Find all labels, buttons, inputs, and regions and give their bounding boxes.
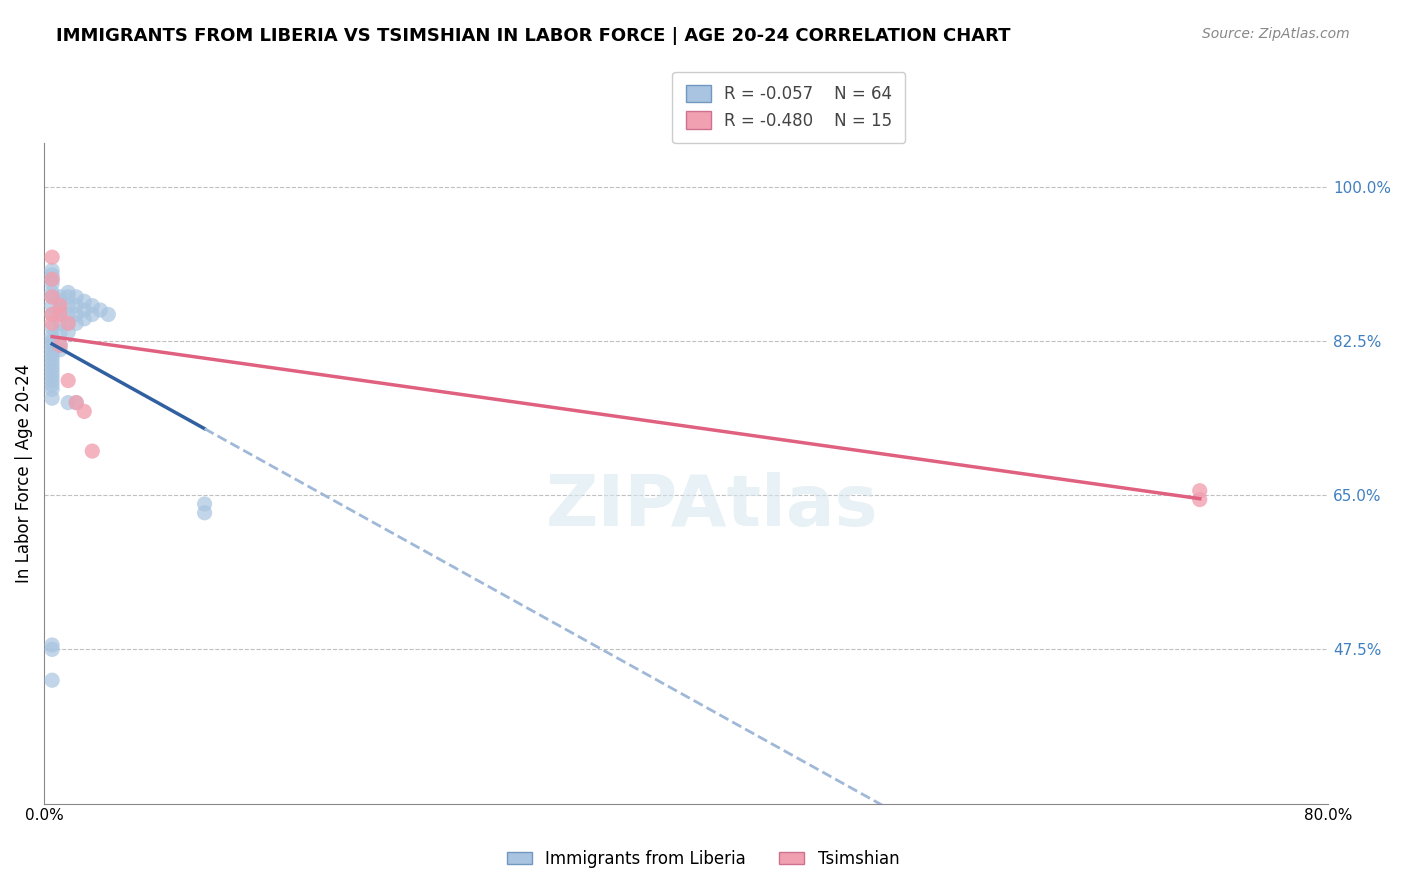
Point [41,369,63,384]
Point [41,378,63,392]
Point [82,444,104,458]
Point [73,404,96,418]
Point [82,308,104,322]
Point [56,285,79,300]
Point [49,308,72,322]
Point [41,334,63,348]
Point [194,506,217,520]
Point [49,343,72,357]
Point [49,294,72,309]
Point [41,374,63,388]
Point [41,338,63,352]
Point [73,303,96,318]
Point [41,356,63,370]
Point [65,308,87,322]
Text: ZIPAtlas: ZIPAtlas [546,472,879,541]
Point [56,316,79,330]
Legend: R = -0.057    N = 64, R = -0.480    N = 15: R = -0.057 N = 64, R = -0.480 N = 15 [672,71,905,143]
Text: IMMIGRANTS FROM LIBERIA VS TSIMSHIAN IN LABOR FORCE | AGE 20-24 CORRELATION CHAR: IMMIGRANTS FROM LIBERIA VS TSIMSHIAN IN … [56,27,1011,45]
Point [41,308,63,322]
Point [41,316,63,330]
Legend: Immigrants from Liberia, Tsimshian: Immigrants from Liberia, Tsimshian [501,844,905,875]
Point [41,299,63,313]
Point [41,638,63,652]
Point [49,303,72,318]
Point [41,360,63,375]
Point [65,395,87,409]
Point [49,325,72,339]
Point [49,308,72,322]
Point [41,290,63,304]
Point [41,263,63,277]
Point [73,311,96,326]
Point [73,294,96,309]
Point [41,250,63,264]
Point [97,308,120,322]
Text: Source: ZipAtlas.com: Source: ZipAtlas.com [1202,27,1350,41]
Point [49,338,72,352]
Point [194,497,217,511]
Point [41,673,63,688]
Point [41,290,63,304]
Point [49,316,72,330]
Point [41,383,63,397]
Point [41,365,63,379]
Point [82,299,104,313]
Point [41,642,63,657]
Point [41,268,63,282]
Point [41,285,63,300]
Point [56,374,79,388]
Point [65,290,87,304]
Point [41,308,63,322]
Point [49,299,72,313]
Point [56,290,79,304]
Point [41,347,63,361]
Point [41,343,63,357]
Point [41,329,63,343]
Point [41,351,63,366]
Point [1188,492,1211,507]
Point [1188,483,1211,498]
Y-axis label: In Labor Force | Age 20-24: In Labor Force | Age 20-24 [15,363,32,582]
Point [65,299,87,313]
Point [56,308,79,322]
Point [65,395,87,409]
Point [65,316,87,330]
Point [56,316,79,330]
Point [41,391,63,405]
Point [41,272,63,286]
Point [56,325,79,339]
Point [41,277,63,291]
Point [49,338,72,352]
Point [49,290,72,304]
Point [41,320,63,334]
Point [56,299,79,313]
Point [89,303,111,318]
Point [56,395,79,409]
Point [41,272,63,286]
